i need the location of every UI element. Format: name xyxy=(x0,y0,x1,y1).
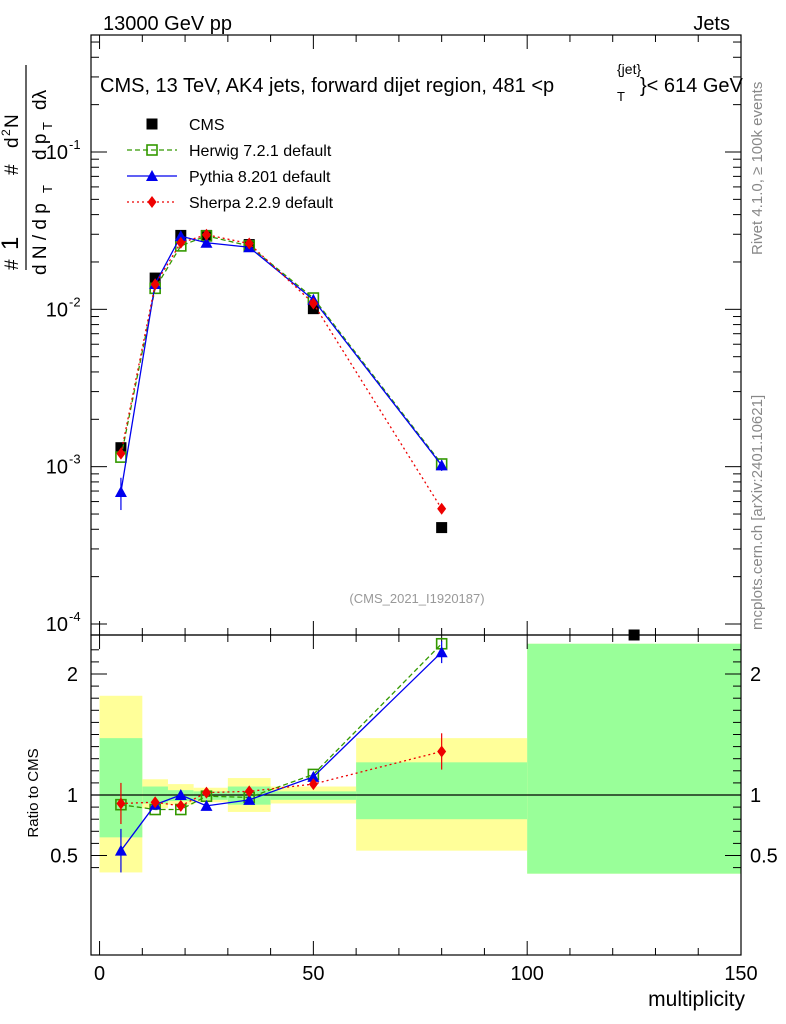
data-point xyxy=(244,237,254,250)
title-sup: {jet} xyxy=(617,61,641,77)
svg-text:#: # xyxy=(2,164,23,175)
y-tick-label-exp: -2 xyxy=(69,294,81,309)
legend-item-pythia-8-201-default: Pythia 8.201 default xyxy=(127,169,331,186)
data-point xyxy=(200,799,213,811)
legend: CMS Herwig 7.2.1 default Pythia 8.201 defa… xyxy=(127,117,334,212)
y-tick-label-main: 10 xyxy=(46,299,68,321)
legend-label: Sherpa 2.2.9 default xyxy=(189,195,334,212)
svg-text:dλ: dλ xyxy=(30,89,51,110)
data-point xyxy=(437,502,447,515)
title-sub: T xyxy=(617,89,625,104)
series-sherpa-2-2-9-default xyxy=(116,228,447,515)
band-green-5 xyxy=(270,791,357,800)
y-tick-label-ratio: 2 xyxy=(67,664,78,686)
band-green-7 xyxy=(527,643,741,874)
x-tick-label: 50 xyxy=(302,963,324,985)
y-tick-label-ratio: 1 xyxy=(67,785,78,807)
data-point xyxy=(307,770,320,782)
main-series-layer xyxy=(114,228,640,641)
data-point xyxy=(437,745,447,758)
analysis-id: (CMS_2021_I1920187) xyxy=(349,591,484,606)
ratio-series-layer xyxy=(114,637,448,873)
series-pythia-8-201-default xyxy=(114,230,448,511)
header-right: Jets xyxy=(693,13,730,35)
y-tick-label-ratio-right: 0.5 xyxy=(750,846,778,868)
svg-text:d: d xyxy=(2,137,23,148)
ratio-uncertainty-bands xyxy=(91,643,741,874)
data-point xyxy=(308,778,318,791)
data-point xyxy=(436,522,448,534)
data-point xyxy=(174,230,187,242)
title-tail: }< 614 GeV xyxy=(640,75,744,97)
svg-text:N: N xyxy=(2,114,23,128)
legend-label: Herwig 7.2.1 default xyxy=(189,143,332,160)
title-main: CMS, 13 TeV, AK4 jets, forward dijet reg… xyxy=(100,75,554,97)
data-point xyxy=(116,447,126,460)
data-point xyxy=(435,646,448,658)
y-tick-label-exp: -1 xyxy=(69,137,81,152)
main-y-axis-label: # 1 d N / d p T # d 2 N d p T dλ xyxy=(0,65,55,275)
plot-title: CMS, 13 TeV, AK4 jets, forward dijet reg… xyxy=(100,61,744,104)
legend-label: CMS xyxy=(189,117,225,134)
x-tick-label: 100 xyxy=(510,963,543,985)
y-tick-label-ratio: 0.5 xyxy=(50,846,78,868)
data-point xyxy=(150,278,160,291)
series-line xyxy=(120,235,443,493)
y-tick-label-main: 10 xyxy=(46,142,68,164)
legend-label: Pythia 8.201 default xyxy=(189,169,331,186)
y-tick-label-ratio-right: 1 xyxy=(750,785,761,807)
x-axis-label: multiplicity xyxy=(648,988,745,1011)
data-point xyxy=(176,236,186,249)
data-point xyxy=(176,799,186,812)
y-tick-label-main: 10 xyxy=(46,614,68,636)
data-point xyxy=(201,228,211,241)
svg-text:T: T xyxy=(40,185,55,193)
series-cms xyxy=(115,229,640,641)
svg-text:d N / d p: d N / d p xyxy=(30,203,51,275)
legend-marker xyxy=(146,144,158,156)
ratio-y-axis-label: Ratio to CMS xyxy=(25,748,42,837)
ratio-plot-frame xyxy=(90,634,742,956)
data-point xyxy=(150,796,160,809)
header-left: 13000 GeV pp xyxy=(103,13,232,35)
data-point xyxy=(244,785,254,798)
series-sherpa-2-2-9-default xyxy=(116,733,447,825)
data-point xyxy=(308,297,318,310)
series-herwig-7-2-1-default xyxy=(115,230,448,470)
legend-item-herwig-7-2-1-default: Herwig 7.2.1 default xyxy=(127,143,332,160)
svg-text:T: T xyxy=(40,122,55,130)
data-point xyxy=(201,786,211,799)
data-point xyxy=(114,844,127,856)
data-point xyxy=(116,797,126,810)
data-point xyxy=(114,486,127,498)
axis-ticks xyxy=(91,35,742,955)
svg-text:1: 1 xyxy=(0,237,24,250)
data-point xyxy=(435,459,448,471)
x-tick-label: 0 xyxy=(94,963,105,985)
series-line xyxy=(120,234,443,510)
y-tick-label-exp: -3 xyxy=(69,452,81,467)
band-green-6 xyxy=(356,762,528,820)
legend-item-sherpa-2-2-9-default: Sherpa 2.2.9 default xyxy=(127,195,334,212)
y-tick-label-main: 10 xyxy=(46,457,68,479)
svg-text:2: 2 xyxy=(0,129,13,136)
x-tick-label: 150 xyxy=(724,963,757,985)
y-tick-label-exp: -4 xyxy=(69,609,81,624)
data-point xyxy=(200,236,213,248)
legend-item-cms: CMS xyxy=(146,117,225,134)
data-point xyxy=(174,789,187,800)
rivet-version-label: Rivet 4.1.0, ≥ 100k events xyxy=(749,82,766,255)
y-tick-label-ratio-right: 2 xyxy=(750,664,761,686)
svg-text:#: # xyxy=(2,259,23,270)
mcplots-label: mcplots.cern.ch [arXiv:2401.10621] xyxy=(749,395,766,630)
data-point xyxy=(243,793,256,805)
series-line xyxy=(120,235,443,465)
svg-text:d p: d p xyxy=(30,134,51,160)
legend-marker xyxy=(147,196,157,208)
legend-marker xyxy=(146,170,158,181)
legend-marker xyxy=(146,118,158,130)
